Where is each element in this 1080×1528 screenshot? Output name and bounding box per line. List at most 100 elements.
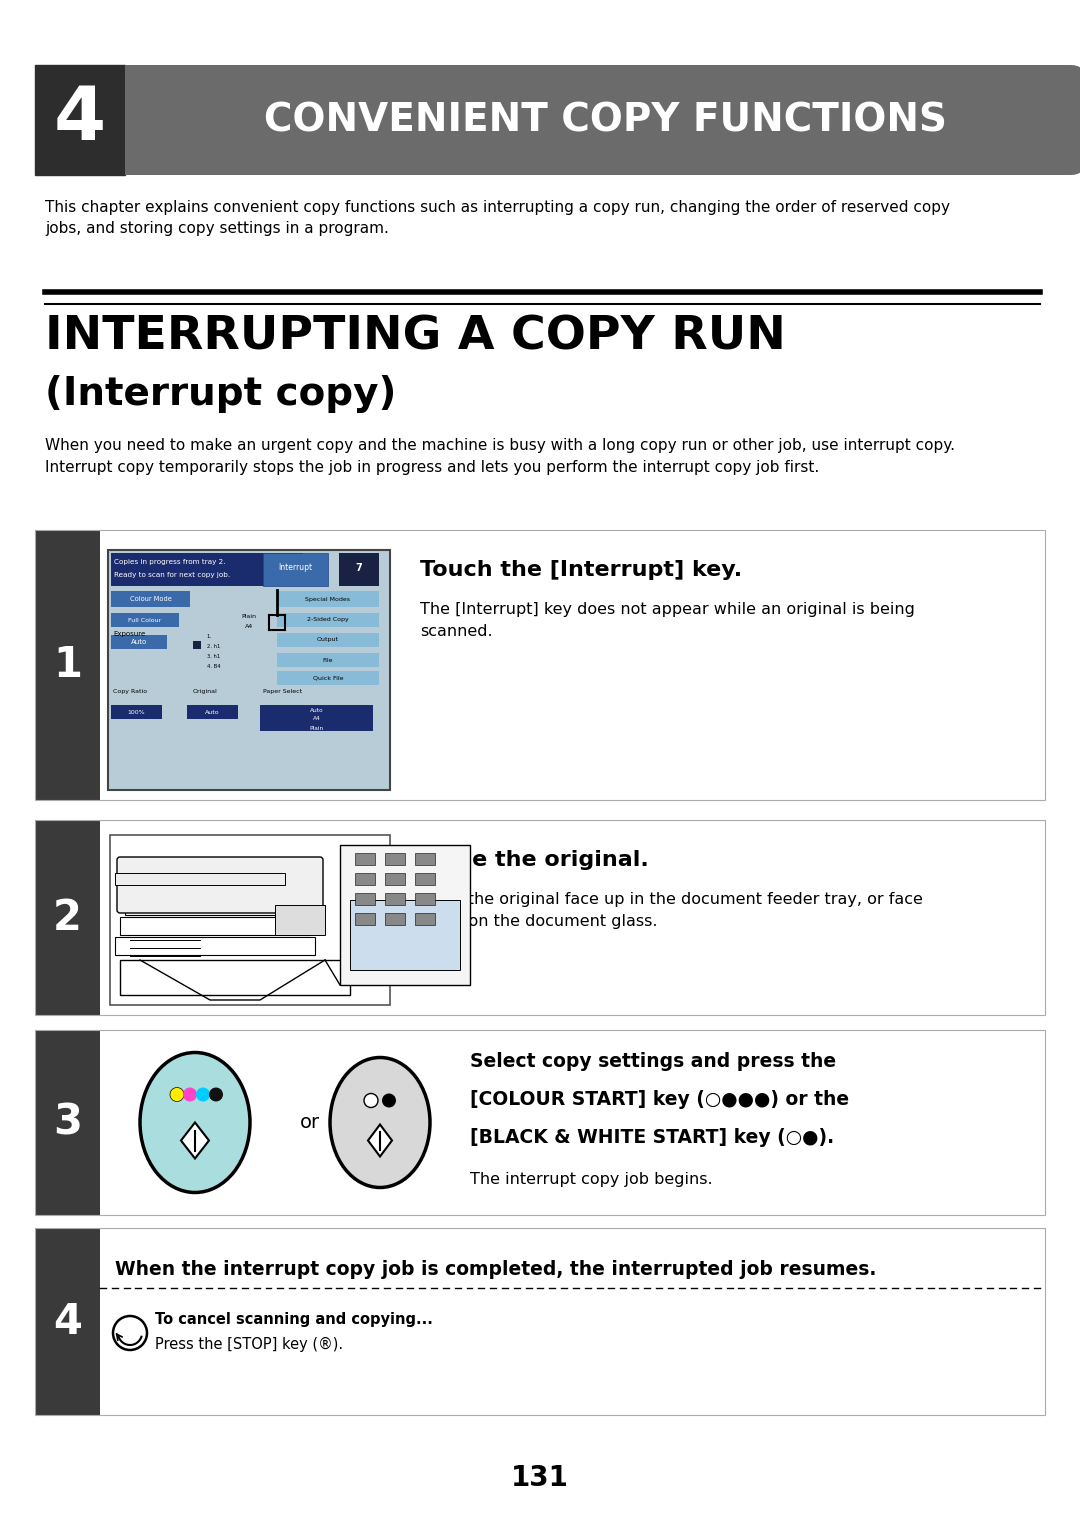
Text: 3: 3 bbox=[53, 1102, 82, 1143]
Ellipse shape bbox=[330, 1057, 430, 1187]
Bar bbox=[35, 821, 100, 1015]
FancyBboxPatch shape bbox=[125, 66, 1080, 176]
Text: File: File bbox=[323, 657, 334, 663]
Text: Place the original face up in the document feeder tray, or face
down on the docu: Place the original face up in the docume… bbox=[420, 892, 923, 929]
Bar bbox=[264, 553, 328, 587]
Text: 131: 131 bbox=[511, 1464, 569, 1491]
Text: Copies in progress from tray 2.: Copies in progress from tray 2. bbox=[114, 559, 226, 565]
Text: To cancel scanning and copying...: To cancel scanning and copying... bbox=[156, 1313, 433, 1326]
Text: Output: Output bbox=[316, 637, 339, 642]
Text: Touch the [Interrupt] key.: Touch the [Interrupt] key. bbox=[420, 559, 742, 581]
Bar bbox=[35, 821, 1045, 1015]
Text: 4. B4: 4. B4 bbox=[206, 663, 220, 669]
Bar bbox=[120, 960, 350, 995]
Bar bbox=[100, 1030, 1045, 1215]
Bar bbox=[355, 853, 375, 865]
Bar bbox=[35, 1030, 100, 1215]
Text: 2. h1: 2. h1 bbox=[206, 643, 220, 648]
Text: Quick File: Quick File bbox=[313, 675, 343, 680]
Text: Plain: Plain bbox=[310, 726, 324, 730]
Bar bbox=[125, 66, 156, 176]
Bar bbox=[384, 872, 405, 885]
Text: Interrupt: Interrupt bbox=[279, 564, 312, 573]
Polygon shape bbox=[368, 1125, 392, 1157]
Bar bbox=[100, 530, 1045, 801]
Text: Auto: Auto bbox=[310, 707, 324, 712]
Text: 1.: 1. bbox=[206, 634, 212, 639]
Bar bbox=[100, 1229, 1045, 1415]
Text: Place the original.: Place the original. bbox=[420, 850, 649, 869]
Bar bbox=[278, 671, 379, 685]
Bar bbox=[111, 704, 162, 720]
Text: 2: 2 bbox=[53, 897, 82, 938]
Text: Auto: Auto bbox=[205, 709, 219, 715]
Circle shape bbox=[364, 1094, 378, 1108]
Text: [BLACK & WHITE START] key (○●).: [BLACK & WHITE START] key (○●). bbox=[470, 1128, 834, 1148]
Bar bbox=[384, 914, 405, 924]
Text: 2-Sided Copy: 2-Sided Copy bbox=[307, 617, 349, 622]
Bar bbox=[111, 613, 178, 626]
Bar bbox=[110, 834, 390, 1005]
Bar bbox=[35, 66, 125, 176]
Circle shape bbox=[382, 1094, 396, 1108]
Bar bbox=[415, 892, 435, 905]
Text: 7: 7 bbox=[355, 562, 363, 573]
Text: Select copy settings and press the: Select copy settings and press the bbox=[470, 1051, 836, 1071]
Bar bbox=[35, 1229, 1045, 1415]
Bar bbox=[355, 914, 375, 924]
Bar bbox=[415, 872, 435, 885]
Text: Paper Select: Paper Select bbox=[264, 689, 302, 695]
Bar bbox=[35, 530, 1045, 801]
Text: Exposure: Exposure bbox=[113, 631, 145, 637]
Bar bbox=[278, 633, 379, 646]
Bar bbox=[260, 704, 373, 730]
Text: 4: 4 bbox=[53, 1300, 82, 1343]
Bar bbox=[100, 821, 1045, 1015]
Text: 100%: 100% bbox=[127, 709, 145, 715]
Text: The interrupt copy job begins.: The interrupt copy job begins. bbox=[470, 1172, 713, 1187]
Bar bbox=[384, 892, 405, 905]
Bar bbox=[415, 853, 435, 865]
FancyBboxPatch shape bbox=[117, 857, 323, 914]
Text: or: or bbox=[300, 1112, 320, 1132]
Bar bbox=[355, 892, 375, 905]
Bar bbox=[355, 872, 375, 885]
Bar bbox=[111, 553, 302, 587]
Text: This chapter explains convenient copy functions such as interrupting a copy run,: This chapter explains convenient copy fu… bbox=[45, 200, 950, 235]
Bar bbox=[275, 905, 325, 935]
Circle shape bbox=[210, 1088, 222, 1102]
Bar bbox=[192, 642, 201, 649]
Circle shape bbox=[195, 1088, 210, 1102]
Text: (Interrupt copy): (Interrupt copy) bbox=[45, 374, 396, 413]
Text: Colour Mode: Colour Mode bbox=[130, 596, 172, 602]
Text: Special Modes: Special Modes bbox=[306, 596, 350, 602]
Text: Ready to scan for next copy job.: Ready to scan for next copy job. bbox=[114, 571, 230, 578]
Text: When you need to make an urgent copy and the machine is busy with a long copy ru: When you need to make an urgent copy and… bbox=[45, 439, 955, 475]
Bar bbox=[114, 872, 285, 885]
Text: The [Interrupt] key does not appear while an original is being
scanned.: The [Interrupt] key does not appear whil… bbox=[420, 602, 915, 639]
Bar bbox=[340, 845, 470, 986]
Text: INTERRUPTING A COPY RUN: INTERRUPTING A COPY RUN bbox=[45, 315, 786, 361]
Text: Auto: Auto bbox=[131, 639, 147, 645]
Bar bbox=[278, 613, 379, 626]
Text: A4: A4 bbox=[313, 717, 321, 721]
Bar bbox=[415, 914, 435, 924]
Bar bbox=[187, 704, 238, 720]
Bar bbox=[35, 1030, 1045, 1215]
Text: A4: A4 bbox=[245, 623, 253, 628]
Text: 1: 1 bbox=[53, 643, 82, 686]
Bar bbox=[108, 550, 390, 790]
Ellipse shape bbox=[140, 1053, 249, 1192]
Text: 3. h1: 3. h1 bbox=[206, 654, 220, 659]
Text: [COLOUR START] key (○●●●) or the: [COLOUR START] key (○●●●) or the bbox=[470, 1089, 849, 1109]
Bar bbox=[111, 591, 190, 607]
Bar bbox=[111, 636, 167, 649]
Bar bbox=[278, 652, 379, 668]
Text: Plain: Plain bbox=[242, 614, 257, 619]
Polygon shape bbox=[181, 1123, 210, 1158]
Bar bbox=[114, 937, 315, 955]
Text: CONVENIENT COPY FUNCTIONS: CONVENIENT COPY FUNCTIONS bbox=[264, 101, 946, 139]
Bar bbox=[120, 917, 310, 935]
Bar bbox=[35, 1229, 100, 1415]
Text: When the interrupt copy job is completed, the interrupted job resumes.: When the interrupt copy job is completed… bbox=[114, 1261, 876, 1279]
